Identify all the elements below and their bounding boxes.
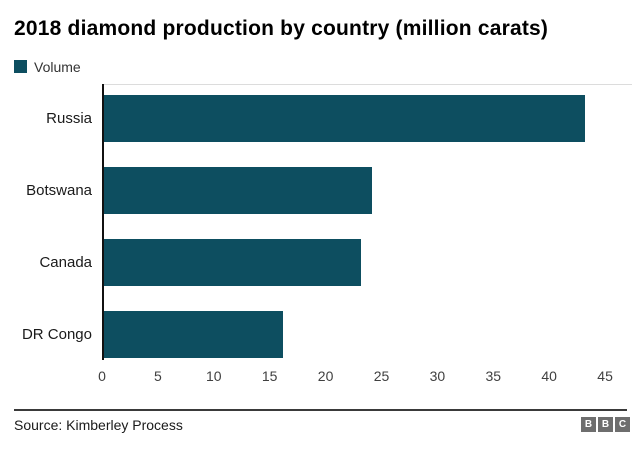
legend: Volume [14, 58, 81, 75]
x-axis-tick-labels: 0 5 10 15 20 25 30 35 40 45 [0, 368, 640, 388]
bbc-logo-letter-b1: B [581, 417, 596, 432]
bar [104, 239, 361, 286]
x-tick-label: 40 [541, 368, 557, 384]
x-tick-label: 30 [429, 368, 446, 384]
plot-top-border [102, 84, 632, 85]
x-tick-label: 35 [485, 368, 502, 384]
bbc-logo: B B C [581, 417, 630, 432]
bar-row: Canada [0, 228, 640, 300]
legend-swatch-icon [14, 60, 27, 73]
bar [104, 95, 585, 142]
legend-label: Volume [34, 58, 81, 75]
bbc-logo-letter-c: C [615, 417, 630, 432]
category-label: Russia [46, 110, 92, 127]
bar [104, 167, 372, 214]
bar [104, 311, 283, 358]
category-label: Canada [39, 254, 92, 271]
chart-title: 2018 diamond production by country (mill… [14, 17, 549, 40]
bar-row: Russia [0, 84, 640, 156]
bbc-logo-letter-b2: B [598, 417, 613, 432]
footer-divider [14, 409, 627, 411]
x-tick-label: 5 [153, 368, 162, 384]
x-tick-label: 10 [206, 368, 222, 384]
source-text: Source: Kimberley Process [14, 417, 183, 433]
x-tick-label: 25 [373, 368, 390, 384]
x-tick-label: 15 [261, 368, 278, 384]
y-axis-line [102, 84, 104, 360]
x-tick-label: 45 [597, 368, 613, 384]
bar-chart-plot: Russia Botswana Canada DR Congo 0 5 10 15 20 25 3… [0, 84, 640, 394]
x-tick-label: 0 [98, 368, 106, 384]
bar-row: DR Congo [0, 300, 640, 372]
category-label: Botswana [26, 182, 92, 199]
x-tick-label: 20 [317, 368, 334, 384]
bar-row: Botswana [0, 156, 640, 228]
category-label: DR Congo [21, 326, 92, 343]
bar-rows: Russia Botswana Canada DR Congo [0, 84, 640, 372]
